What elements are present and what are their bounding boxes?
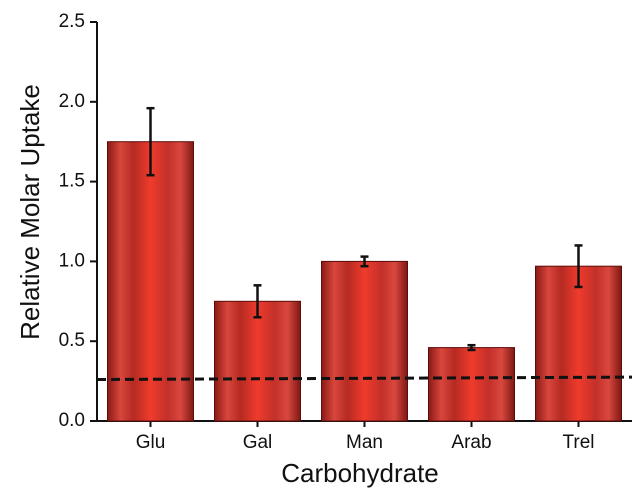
x-tick-label: Trel [562, 432, 594, 453]
x-axis-title: Carbohydrate [281, 458, 439, 488]
error-bar [360, 255, 369, 268]
error-bar [253, 284, 262, 319]
x-tick-label: Gal [243, 432, 273, 453]
x-tick-label: Arab [451, 432, 491, 453]
y-tick-label: 1.0 [59, 250, 85, 271]
y-axis-title: Relative Molar Uptake [15, 84, 45, 340]
bar [214, 300, 301, 422]
reference-line [96, 375, 633, 382]
x-tick-label: Glu [136, 432, 166, 453]
bar [535, 265, 622, 422]
y-tick-label: 2.5 [59, 11, 85, 32]
x-tick-label: Man [346, 432, 383, 453]
bar [428, 347, 515, 422]
y-tick-label: 0.0 [59, 410, 85, 431]
error-bar [574, 244, 583, 289]
y-tick-label: 2.0 [59, 91, 85, 112]
y-tick-label: 1.5 [59, 171, 85, 192]
bar [321, 260, 408, 422]
error-bar [146, 106, 155, 177]
y-tick-label: 0.5 [59, 330, 85, 351]
bar [107, 141, 194, 422]
error-bar [467, 343, 476, 352]
